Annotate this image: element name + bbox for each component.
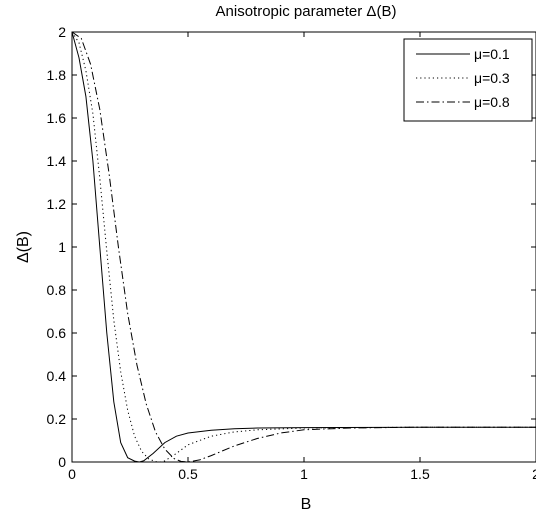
y-tick-label: 0.2 <box>47 411 67 427</box>
y-tick-label: 2 <box>58 24 66 40</box>
x-tick-label: 0 <box>68 466 76 482</box>
x-tick-label: 1.5 <box>410 466 430 482</box>
x-tick-label: 2 <box>532 466 536 482</box>
y-tick-label: 0 <box>58 454 66 470</box>
legend-label-3: μ=0.8 <box>474 94 510 110</box>
y-tick-label: 1.4 <box>47 153 67 169</box>
legend-label-1: μ=0.1 <box>474 46 510 62</box>
series-line-2 <box>71 31 536 463</box>
series-layer <box>71 31 536 463</box>
y-tick-label: 1.2 <box>47 196 67 212</box>
axis-ticks: 0 0.5 1 1.5 2 0 0.2 0.4 0.6 0.8 1 1.2 1.4 1.6 1.8 2 <box>47 24 536 482</box>
y-tick-label: 0.4 <box>47 368 67 384</box>
y-axis-label: Δ(B) <box>15 231 32 263</box>
series-line-1 <box>71 31 536 463</box>
legend: μ=0.1 μ=0.3 μ=0.8 <box>403 38 533 122</box>
y-tick-label: 1.8 <box>47 67 67 83</box>
x-axis-label: B <box>301 496 312 513</box>
x-tick-label: 1 <box>300 466 308 482</box>
legend-label-2: μ=0.3 <box>474 70 510 86</box>
y-tick-label: 0.8 <box>47 282 67 298</box>
y-tick-label: 1 <box>58 239 66 255</box>
x-tick-label: 0.5 <box>178 466 198 482</box>
legend-box <box>403 38 533 122</box>
y-tick-label: 0.6 <box>47 325 67 341</box>
y-tick-label: 1.6 <box>47 110 67 126</box>
series-line-3 <box>71 31 536 463</box>
chart-title: Anisotropic parameter Δ(B) <box>216 3 397 20</box>
